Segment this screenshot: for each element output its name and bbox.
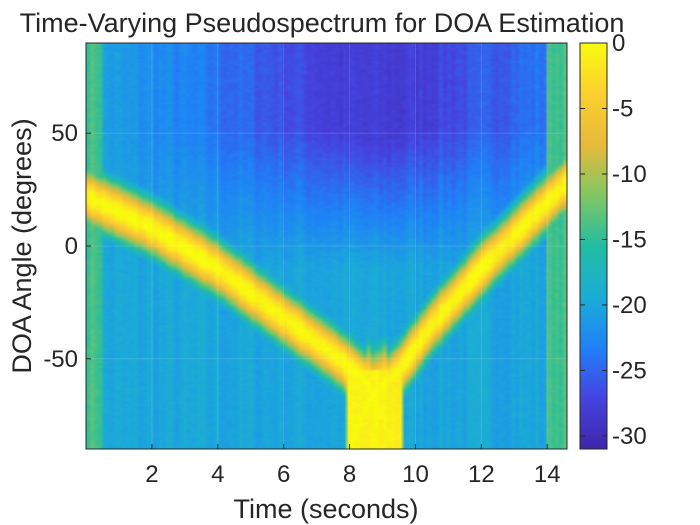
x-tick-label: 10 — [402, 461, 429, 488]
heatmap — [86, 43, 567, 449]
colorbar-frame — [579, 42, 608, 450]
colorbar-tick-label: -15 — [612, 226, 647, 253]
x-tick-label: 4 — [211, 461, 224, 488]
x-tick-label: 8 — [343, 461, 356, 488]
grid — [86, 43, 567, 449]
x-tick-label: 14 — [534, 461, 561, 488]
colorbar-tick-label: -10 — [612, 161, 647, 188]
x-axis: 2 4 6 8 10 12 14 — [145, 444, 561, 488]
colorbar-tick-label: -5 — [612, 95, 633, 122]
colorbar-tick-label: -25 — [612, 357, 647, 384]
chart-title: Time-Varying Pseudospectrum for DOA Esti… — [20, 8, 625, 38]
x-tick-label: 6 — [277, 461, 290, 488]
y-axis: 50 0 -50 — [43, 120, 91, 373]
heatmap-image — [86, 43, 567, 449]
x-tick-label: 2 — [145, 461, 158, 488]
colorbar-ticks: 0 -5 -10 -15 -20 -25 -30 — [580, 30, 647, 450]
colorbar-tick-label: 0 — [612, 30, 625, 57]
x-axis-label: Time (seconds) — [233, 494, 418, 524]
y-tick-label: 0 — [65, 233, 78, 260]
y-tick-label: -50 — [43, 346, 78, 373]
colorbar-tick-label: -30 — [612, 423, 647, 450]
y-axis-label: DOA Angle (degrees) — [7, 118, 37, 373]
x-tick-label: 12 — [468, 461, 495, 488]
colorbar-tick-label: -20 — [612, 292, 647, 319]
colorbar-gradient — [580, 43, 607, 449]
colorbar: 0 -5 -10 -15 -20 -25 -30 — [579, 30, 647, 450]
y-tick-label: 50 — [51, 120, 78, 147]
